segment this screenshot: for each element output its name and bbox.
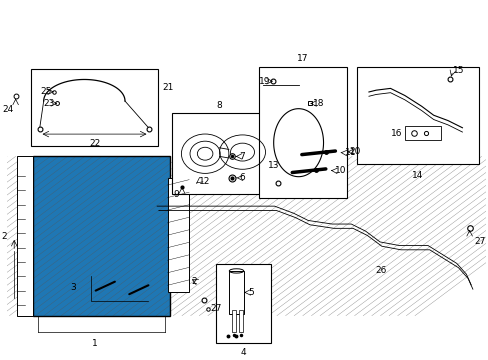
Text: 26: 26 (374, 266, 386, 275)
Text: 12: 12 (198, 177, 210, 186)
Text: 2: 2 (191, 277, 197, 286)
Text: 16: 16 (390, 129, 402, 138)
Bar (167, 178, 189, 292)
Text: 19: 19 (259, 77, 270, 86)
Bar (172, 113, 265, 194)
Text: 7: 7 (239, 152, 245, 161)
Text: 25: 25 (40, 87, 52, 96)
Text: 11: 11 (344, 148, 356, 157)
Text: 4: 4 (240, 348, 245, 357)
Text: 27: 27 (210, 304, 222, 313)
Text: 14: 14 (411, 171, 423, 180)
Text: 15: 15 (452, 66, 464, 75)
Text: 23: 23 (43, 99, 55, 108)
Text: 24: 24 (2, 105, 13, 114)
Text: 13: 13 (268, 161, 279, 170)
Text: 2: 2 (1, 233, 7, 242)
Text: 3: 3 (71, 283, 77, 292)
Bar (17, 156, 33, 316)
Text: 27: 27 (473, 237, 485, 246)
Text: 8: 8 (216, 101, 222, 110)
Bar (356, 67, 478, 163)
Bar (229, 271, 243, 314)
Text: 6: 6 (239, 174, 245, 183)
Bar (31, 69, 158, 146)
Bar (404, 126, 440, 140)
Text: 10: 10 (335, 166, 346, 175)
Text: 17: 17 (297, 54, 308, 63)
Bar (258, 67, 346, 198)
Text: 22: 22 (89, 139, 100, 148)
Text: 9: 9 (174, 190, 179, 199)
Text: 20: 20 (349, 147, 361, 156)
Bar (239, 310, 242, 332)
Bar (33, 156, 170, 316)
Text: 5: 5 (248, 288, 254, 297)
Bar (215, 264, 270, 342)
Bar (33, 156, 170, 316)
Bar (231, 310, 235, 332)
Text: 21: 21 (163, 84, 174, 93)
Text: 18: 18 (312, 99, 324, 108)
Text: 1: 1 (92, 339, 98, 348)
